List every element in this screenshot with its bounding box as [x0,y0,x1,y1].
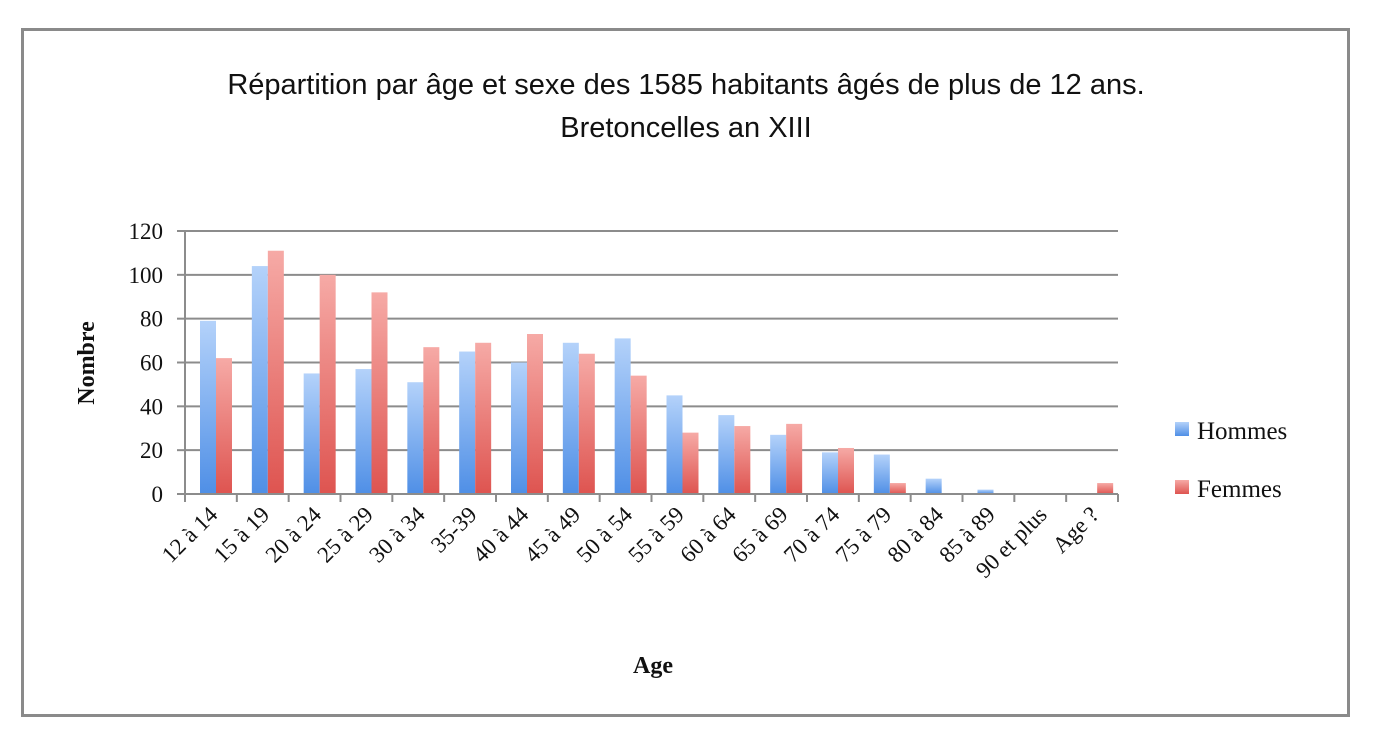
x-tick-label: 65 à 69 [727,502,793,568]
x-tick-label: 25 à 29 [312,502,378,568]
x-tick-label: Age ? [1048,502,1104,558]
bar-femmes [319,274,336,494]
bar-femmes [838,447,854,494]
legend: Hommes Femmes [1175,418,1287,503]
bar-hommes [925,478,942,494]
x-tick-label: 40 à 44 [468,502,534,568]
bar-hommes [407,382,424,494]
y-tick-label: 20 [140,438,163,463]
bar-hommes [511,362,527,494]
y-tick-labels: 0 20 40 60 80 100 120 [129,219,164,507]
bar-hommes [666,395,683,494]
y-tick-label: 0 [152,482,164,507]
legend-label-hommes: Hommes [1197,418,1287,445]
bars [200,250,1114,494]
bar-hommes [303,373,320,494]
x-tick-label: 70 à 74 [779,502,845,568]
bar-femmes [423,347,440,494]
bar-hommes [355,369,372,494]
bar-hommes [718,415,735,494]
legend-label-femmes: Femmes [1197,476,1282,503]
axes [177,230,1119,502]
x-tick-label: 55 à 59 [623,502,689,568]
x-tick-label: 50 à 54 [572,502,638,568]
bar-femmes [371,292,388,494]
chart-subtitle: Bretoncelles an XIII [560,112,811,144]
y-tick-label: 100 [129,263,164,288]
y-axis-title: Nombre [74,321,100,405]
bar-hommes [873,454,890,494]
bar-hommes [200,320,216,494]
x-tick-label: 45 à 49 [520,502,586,568]
bar-femmes [527,334,543,494]
bar-femmes [578,353,595,494]
bar-femmes [1097,483,1114,494]
legend-swatch-hommes [1175,422,1189,436]
x-tick-label: 20 à 24 [261,502,327,568]
bar-femmes [216,358,232,494]
legend-swatch-femmes [1175,480,1189,494]
y-tick-label: 60 [140,351,163,376]
y-tick-label: 120 [129,219,164,244]
gridlines [185,230,1118,452]
bar-hommes [459,351,476,494]
y-tick-label: 40 [140,394,163,419]
bar-femmes [475,342,492,494]
x-tick-label: 60 à 64 [675,502,741,568]
y-tick-label: 80 [140,307,163,332]
x-tick-label: 30 à 34 [364,502,430,568]
bar-femmes [786,423,803,494]
bar-hommes [977,489,994,494]
bar-femmes [734,426,751,494]
x-tick-label: 12 à 14 [157,502,223,568]
bar-hommes [251,266,268,494]
bar-hommes [562,342,579,494]
chart-frame [21,28,1350,717]
x-axis-title: Age [633,653,673,679]
bar-hommes [770,434,787,494]
bar-femmes [630,375,647,494]
bar-hommes [614,338,631,494]
x-tick-label: 75 à 79 [831,502,897,568]
chart-title: Répartition par âge et sexe des 1585 hab… [227,69,1144,101]
x-tick-label: 15 à 19 [209,502,275,568]
bar-femmes [682,432,699,494]
x-tick-label: 80 à 84 [883,502,949,568]
bar-femmes [267,250,284,494]
bar-femmes [889,483,906,494]
bar-hommes [822,452,838,494]
